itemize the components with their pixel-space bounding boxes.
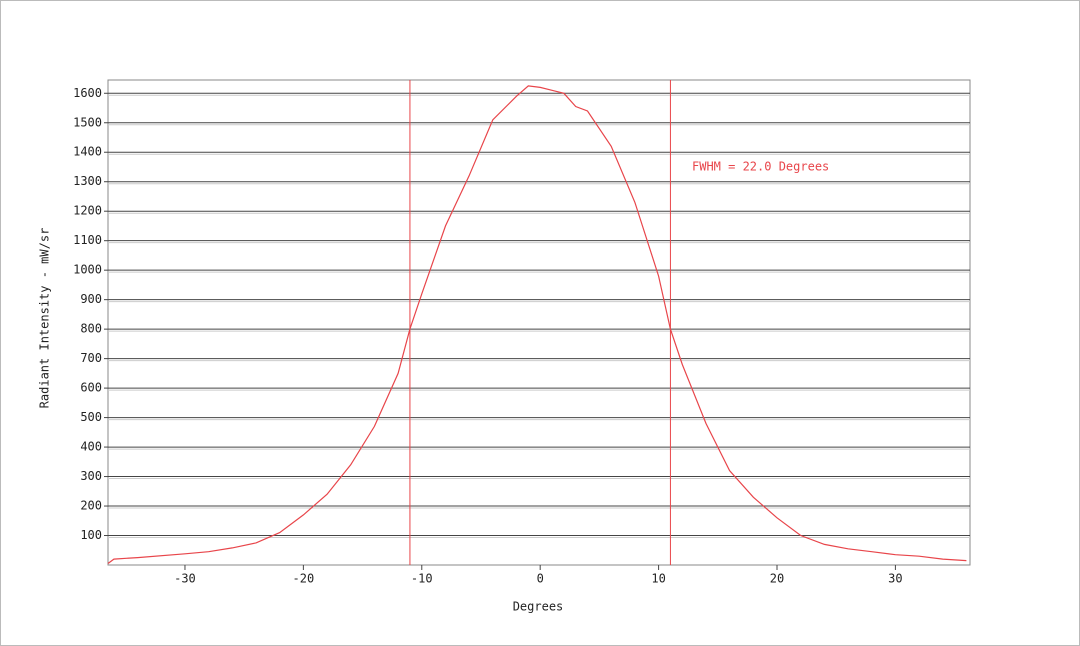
x-tick-label: 20 [770, 572, 784, 586]
x-tick-label: 0 [537, 572, 544, 586]
y-tick-label: 1600 [73, 86, 102, 100]
y-tick-label: 300 [80, 469, 102, 483]
y-tick-label: 1300 [73, 174, 102, 188]
y-tick-label: 500 [80, 410, 102, 424]
y-axis-title: Radiant Intensity - mW/sr [38, 228, 52, 409]
x-tick-label: 30 [888, 572, 902, 586]
y-tick-label: 100 [80, 528, 102, 542]
y-tick-label: 900 [80, 292, 102, 306]
data-line [107, 85, 967, 564]
y-tick-label: 400 [80, 440, 102, 454]
y-tick-label: 200 [80, 499, 102, 513]
y-tick-label: 600 [80, 381, 102, 395]
x-tick-label: -20 [293, 572, 315, 586]
x-tick-label: -10 [411, 572, 433, 586]
x-axis-title: Degrees [513, 600, 564, 614]
y-tick-label: 1400 [73, 145, 102, 159]
y-tick-label: 1200 [73, 204, 102, 218]
y-tick-label: 700 [80, 351, 102, 365]
x-tick-label: -30 [174, 572, 196, 586]
annotation: FWHM = 22.0 Degrees [692, 160, 829, 174]
y-tick-label: 1000 [73, 263, 102, 277]
y-tick-label: 1500 [73, 115, 102, 129]
y-tick-label: 1100 [73, 233, 102, 247]
x-tick-label: 10 [651, 572, 665, 586]
plot-area [107, 79, 971, 566]
y-tick-label: 800 [80, 322, 102, 336]
